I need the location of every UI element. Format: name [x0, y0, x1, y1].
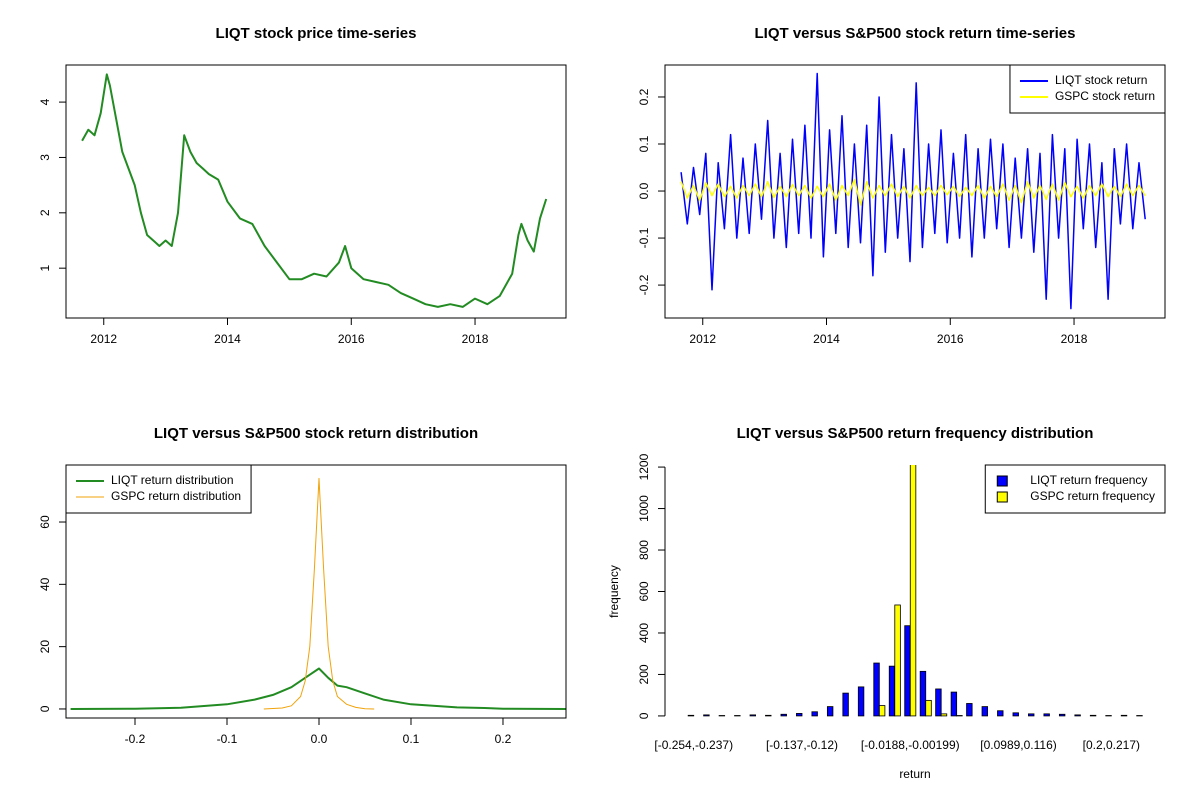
- y-tick-label: 0: [38, 705, 52, 712]
- y-tick-label: 40: [38, 577, 52, 591]
- plot-box: [65, 464, 567, 719]
- x-tick-label: 2012: [90, 332, 117, 346]
- y-tick-label: 0.1: [637, 135, 651, 152]
- bar: [842, 692, 849, 717]
- x-tick-label: [-0.0188,-0.00199): [861, 738, 960, 752]
- legend-swatch: [996, 475, 1008, 487]
- bar: [857, 686, 865, 717]
- y-tick-label: 60: [38, 515, 52, 529]
- legend-label: GSPC stock return: [1055, 89, 1155, 103]
- chart-title: LIQT versus S&P500 return frequency dist…: [737, 425, 1094, 442]
- y-tick-label: 1: [38, 265, 52, 272]
- bar: [878, 705, 886, 717]
- bar: [1028, 713, 1035, 717]
- y-tick-label: 3: [38, 154, 52, 161]
- x-tick-label: [0.2,0.217): [1083, 738, 1140, 752]
- x-tick-label: 0.2: [495, 732, 512, 746]
- legend-box: [984, 464, 1166, 514]
- bar: [811, 711, 818, 717]
- x-tick-label: -0.1: [217, 732, 238, 746]
- y-tick-label: 400: [637, 623, 651, 643]
- x-tick-label: 0.0: [311, 732, 328, 746]
- chart-title: LIQT stock price time-series: [216, 25, 417, 42]
- bar: [904, 625, 911, 717]
- legend: LIQT stock return GSPC stock return: [1009, 64, 1166, 114]
- bar: [796, 713, 803, 717]
- bar: [1058, 713, 1066, 717]
- legend: LIQT return frequency GSPC return frequen…: [984, 464, 1166, 514]
- x-tick-label: [0.0989,0.116): [980, 738, 1057, 752]
- y-tick-label: 600: [637, 581, 651, 601]
- legend-box: [1009, 64, 1166, 114]
- legend-label: LIQT stock return: [1055, 73, 1147, 87]
- bar: [749, 714, 756, 717]
- series-line: [263, 477, 375, 710]
- y-tick-label: -0.1: [637, 227, 651, 248]
- bar: [1089, 714, 1097, 717]
- bar: [888, 665, 896, 717]
- legend-swatch: [996, 491, 1008, 503]
- y-tick-label: 0: [637, 712, 651, 719]
- x-tick-label: -0.2: [125, 732, 146, 746]
- chart-title: LIQT versus S&P500 stock return distribu…: [154, 425, 478, 442]
- x-tick-label: 2014: [813, 332, 840, 346]
- y-tick-label: -0.2: [637, 274, 651, 295]
- y-tick-label: 200: [637, 664, 651, 684]
- x-tick-label: 2016: [937, 332, 964, 346]
- bar: [765, 714, 772, 717]
- series-line: [70, 667, 566, 710]
- legend-label: LIQT return frequency: [1030, 473, 1147, 487]
- y-tick-label: 0.2: [637, 88, 651, 105]
- bar: [997, 710, 1004, 717]
- y-tick-label: 800: [637, 540, 651, 560]
- bar: [1012, 712, 1019, 717]
- x-tick-label: [-0.137,-0.12): [766, 738, 838, 752]
- series-line: [680, 178, 1146, 206]
- legend-box: [65, 464, 252, 514]
- bar: [1043, 713, 1050, 717]
- legend-label: LIQT return distribution: [111, 473, 234, 487]
- x-tick-label: 2016: [338, 332, 365, 346]
- bar: [909, 465, 917, 717]
- bar: [687, 714, 695, 717]
- x-tick-label: 2018: [462, 332, 489, 346]
- y-tick-label: 1000: [637, 495, 651, 522]
- bar: [826, 706, 834, 717]
- bar: [940, 713, 948, 717]
- x-axis-label: return: [899, 767, 930, 781]
- plot-box: [65, 64, 567, 319]
- legend-label: GSPC return distribution: [111, 489, 241, 503]
- chart-title: LIQT versus S&P500 stock return time-ser…: [755, 25, 1076, 42]
- y-axis-label: frequency: [607, 565, 621, 618]
- legend: LIQT return distribution GSPC return dist…: [65, 464, 252, 514]
- series-line: [81, 73, 548, 308]
- x-tick-label: 2014: [214, 332, 241, 346]
- y-tick-label: 2: [38, 209, 52, 216]
- bar: [894, 604, 901, 717]
- series-line: [680, 72, 1146, 310]
- bar: [925, 699, 932, 717]
- bar: [950, 691, 958, 717]
- bar: [966, 703, 973, 717]
- bar: [919, 670, 927, 717]
- x-tick-label: 2018: [1061, 332, 1088, 346]
- y-tick-label: 20: [38, 640, 52, 654]
- x-tick-label: 0.1: [403, 732, 420, 746]
- legend-label: GSPC return frequency: [1030, 489, 1155, 503]
- bar: [1074, 714, 1081, 717]
- bar: [981, 706, 988, 717]
- bar: [780, 713, 787, 717]
- bar: [1120, 714, 1128, 717]
- x-tick-label: [-0.254,-0.237): [654, 738, 733, 752]
- y-tick-label: 0.0: [637, 182, 651, 199]
- bar: [873, 662, 880, 717]
- bar: [703, 714, 710, 717]
- x-tick-label: 2012: [689, 332, 716, 346]
- bar: [935, 688, 942, 717]
- y-tick-label: 4: [38, 98, 52, 105]
- y-tick-label: 1200: [637, 453, 651, 480]
